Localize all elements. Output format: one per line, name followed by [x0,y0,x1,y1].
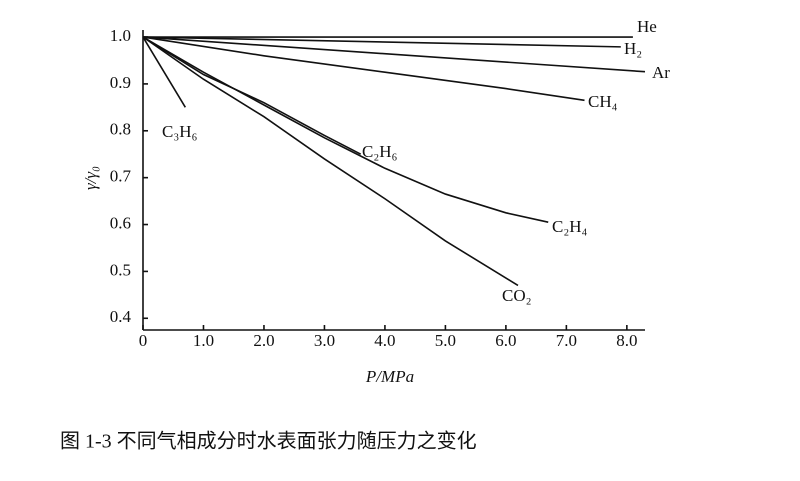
curve [142,36,549,223]
curve [142,36,621,48]
y-tick-label: 0.8 [110,120,131,139]
y-tick-label: 0.7 [110,167,132,186]
curve [142,36,362,155]
curve [142,36,187,108]
y-tick-label: 0.5 [110,260,131,279]
y-tick-label: 1.0 [110,26,131,45]
series-label: C₃H₆ [162,122,198,141]
x-tick-label: 5.0 [435,331,456,350]
y-axis-label: γ/γ₀ [81,166,100,190]
x-tick-label: 4.0 [374,331,395,350]
series-label: C₂H₄ [552,217,588,236]
series-label: H₂ [624,39,642,58]
series-label: CO₂ [502,286,532,305]
curve [142,36,585,102]
x-tick-label: 1.0 [193,331,214,350]
curve [142,36,646,73]
series-label: He [637,17,657,36]
x-tick-label: 3.0 [314,331,335,350]
x-tick-label: 7.0 [556,331,577,350]
x-axis-label: P/MPa [365,367,414,386]
x-tick-label: 0 [139,331,148,350]
y-tick-label: 0.6 [110,213,131,232]
series-label: C₂H₆ [362,142,398,161]
series-label: CH₄ [588,92,618,111]
x-tick-label: 6.0 [495,331,516,350]
series-label: Ar [652,63,670,82]
x-tick-label: 2.0 [253,331,274,350]
caption: 图 1-3 不同气相成分时水表面张力随压力之变化 [60,430,477,453]
y-tick-label: 0.4 [110,307,132,326]
x-tick-label: 8.0 [616,331,637,350]
curve [142,36,519,287]
y-tick-label: 0.9 [110,73,131,92]
